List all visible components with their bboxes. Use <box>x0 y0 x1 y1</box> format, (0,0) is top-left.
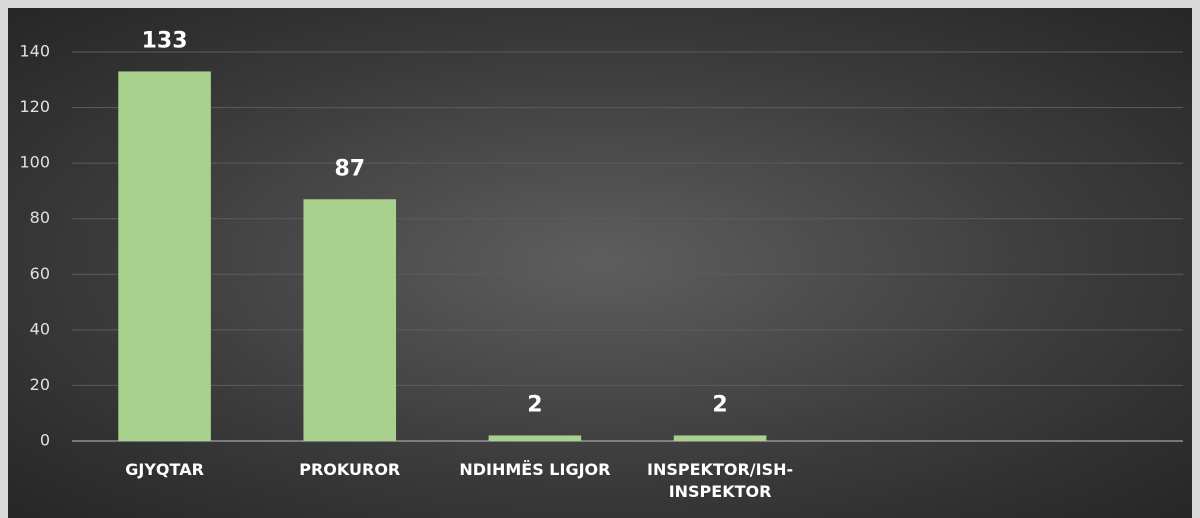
bar <box>303 199 397 441</box>
x-tick-label: GJYQTAR <box>125 460 204 479</box>
data-label: 2 <box>712 392 727 417</box>
chart-area: 0 20 40 60 80 100 120 140 133 87 2 2 GJYQTAR PROKURO… <box>8 8 1192 518</box>
x-tick-label: NDIHMËS LIGJOR <box>459 460 611 479</box>
bar <box>118 71 211 441</box>
y-tick-label: 40 <box>30 319 50 338</box>
y-tick-label: 20 <box>30 375 50 394</box>
y-tick-label: 140 <box>19 42 50 61</box>
x-tick-label: INSPEKTOR/ISH-INSPEKTOR <box>647 460 794 501</box>
x-tick-label: PROKUROR <box>299 460 401 479</box>
data-label: 133 <box>142 28 188 53</box>
data-label: 2 <box>527 392 542 417</box>
bar <box>673 435 767 441</box>
data-label: 87 <box>334 156 365 181</box>
y-tick-label: 60 <box>30 264 50 283</box>
chart: 0 20 40 60 80 100 120 140 133 87 2 2 <box>19 28 1183 450</box>
bar <box>488 435 582 441</box>
y-tick-label: 120 <box>19 97 50 116</box>
y-tick-label: 100 <box>19 153 50 172</box>
y-tick-label: 0 <box>40 431 50 450</box>
y-tick-label: 80 <box>30 208 50 227</box>
